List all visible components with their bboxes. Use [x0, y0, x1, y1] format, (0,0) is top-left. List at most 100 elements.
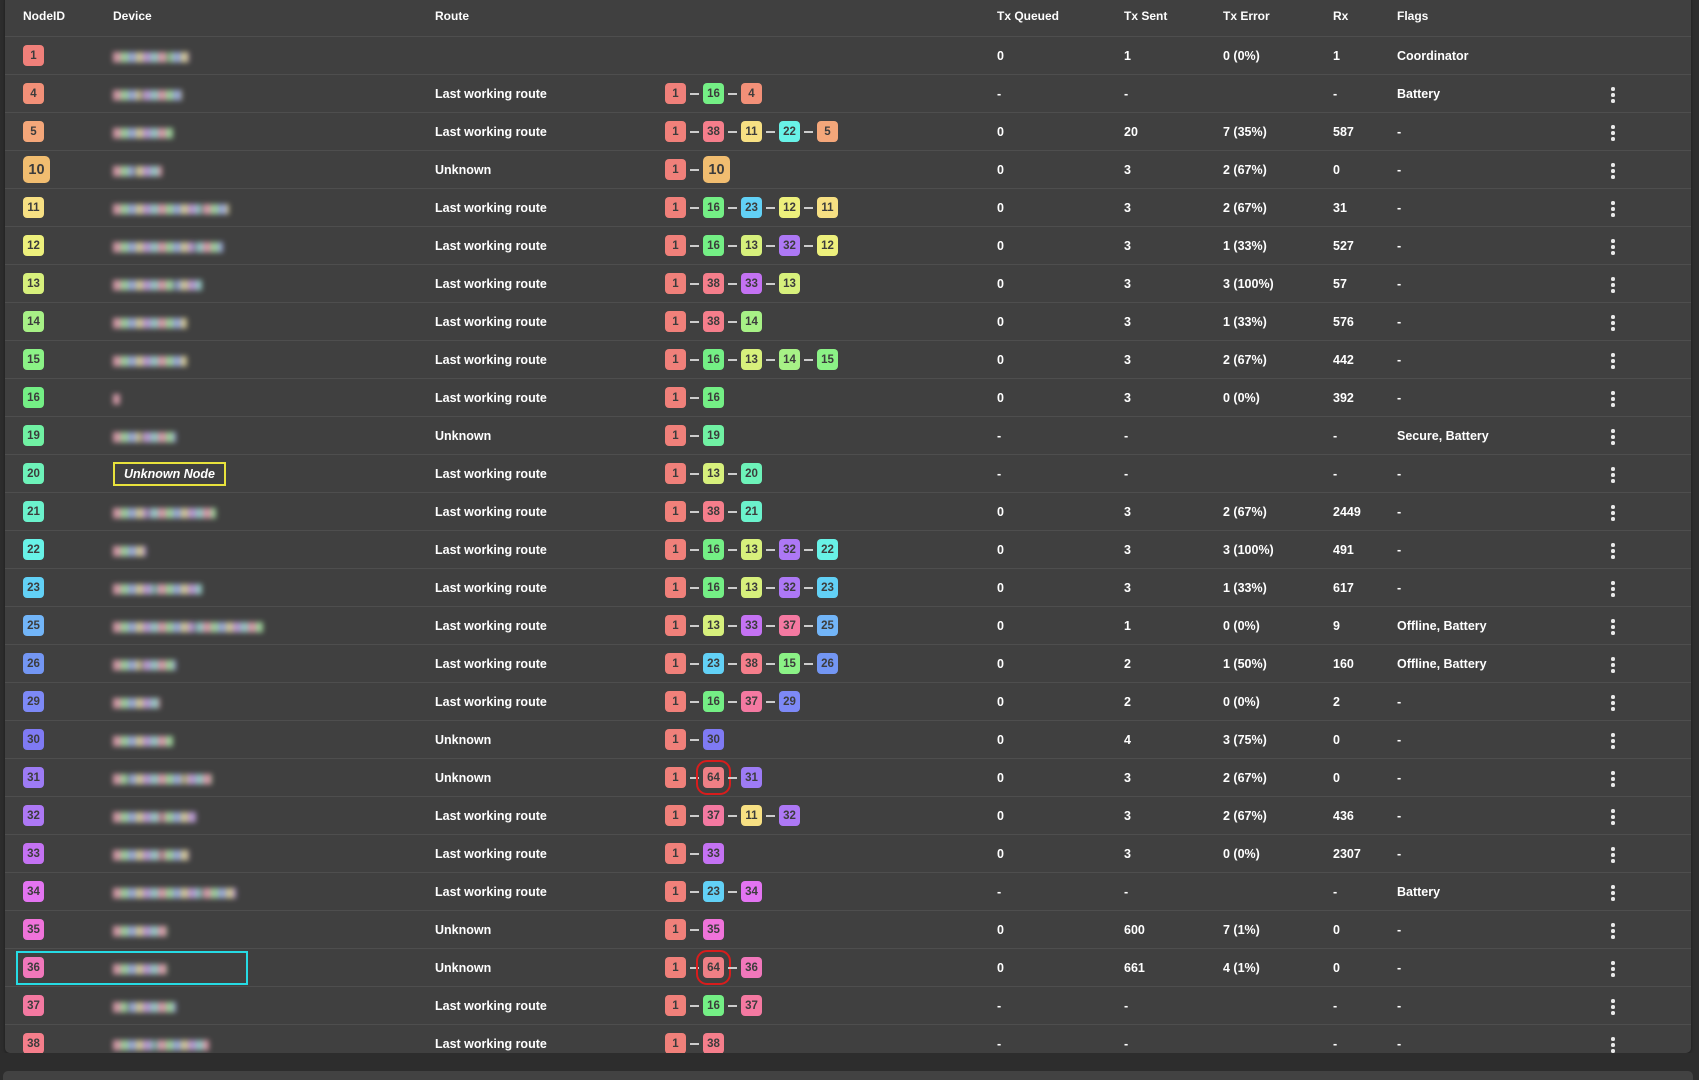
row-menu-kebab-icon[interactable] — [1601, 235, 1625, 259]
table-row-node-1[interactable]: 1 ████████ ███ 0 1 0 (0%) 1 Coordinator — [5, 37, 1691, 75]
row-menu-kebab-icon[interactable] — [1601, 919, 1625, 943]
route-link-dash — [728, 776, 737, 779]
node-chip: 38 — [703, 273, 724, 294]
table-row-node-33[interactable]: 33 ███████ ████ Last working route 1 33 0 3 0 (… — [5, 835, 1691, 873]
table-row-node-13[interactable]: 13 █████████ ████ Last working route 1 38 33 1… — [5, 265, 1691, 303]
row-menu-kebab-icon[interactable] — [1601, 691, 1625, 715]
table-row-node-30[interactable]: 30 █████████ Unknown 1 30 0 4 3 (75%) 0 - — [5, 721, 1691, 759]
table-row-node-14[interactable]: 14 ███████████ Last working route 1 38 14 0 3 1 … — [5, 303, 1691, 341]
row-menu-kebab-icon[interactable] — [1601, 159, 1625, 183]
node-chip: 31 — [741, 767, 762, 788]
table-row-node-32[interactable]: 32 ███████ █████ Last working route 1 37 11 32… — [5, 797, 1691, 835]
tx-queued-cell: 0 — [997, 352, 1004, 367]
row-menu-kebab-icon[interactable] — [1601, 387, 1625, 411]
actions-cell — [1593, 118, 1673, 145]
tx-error-cell: 2 (67%) — [1223, 200, 1267, 215]
table-row-node-23[interactable]: 23 ██████ ███████ Last working route 1 16 13 3… — [5, 569, 1691, 607]
table-row-node-38[interactable]: 38 ██████ ████████ Last working route 1 38 - -… — [5, 1025, 1691, 1053]
rx-cell: 576 — [1333, 314, 1354, 329]
table-row-node-5[interactable]: 5 █████████ Last working route 1 38 11 22 5 0 20 7… — [5, 113, 1691, 151]
table-row-node-21[interactable]: 21 █████ ██████████ Last working route 1 38 2… — [5, 493, 1691, 531]
rx-cell: 587 — [1333, 124, 1354, 139]
row-menu-kebab-icon[interactable] — [1601, 463, 1625, 487]
node-chip: 13 — [741, 235, 762, 256]
table-row-node-29[interactable]: 29 ███████ Last working route 1 16 37 29 0 2 0 (0… — [5, 683, 1691, 721]
actions-cell — [1593, 688, 1673, 715]
col-header-flags[interactable]: Flags — [1397, 8, 1429, 23]
node-chip: 15 — [23, 349, 44, 370]
row-menu-kebab-icon[interactable] — [1601, 83, 1625, 107]
table-row-node-31[interactable]: 31 ██ ████████ ████ Unknown 1 64 31 0 3 2 (67%) 0… — [5, 759, 1691, 797]
table-row-node-15[interactable]: 15 ███████████ Last working route 1 16 13 14 15… — [5, 341, 1691, 379]
route-type-label: Unknown — [435, 922, 492, 937]
table-row-node-4[interactable]: 4 ████ ██████ Last working route 1 16 4 - - - Bat… — [5, 75, 1691, 113]
row-menu-kebab-icon[interactable] — [1601, 197, 1625, 221]
col-header-tx-error[interactable]: Tx Error — [1223, 8, 1270, 23]
route-link-dash — [690, 852, 699, 855]
flags-cell: - — [1397, 770, 1402, 785]
node-chip: 37 — [779, 615, 800, 636]
row-menu-kebab-icon[interactable] — [1601, 615, 1625, 639]
node-chip: 16 — [703, 235, 724, 256]
node-chip: 16 — [703, 691, 724, 712]
tx-sent-cell: - — [1124, 884, 1129, 899]
table-row-node-22[interactable]: 22 █████ Last working route 1 16 13 32 22 0 3 3 (1… — [5, 531, 1691, 569]
col-header-nodeid[interactable]: NodeID — [23, 8, 65, 23]
table-row-node-35[interactable]: 35 ████████ Unknown 1 35 0 600 7 (1%) 0 - — [5, 911, 1691, 949]
device-cell: ██ ████████ ████ — [113, 771, 435, 785]
flags-cell: - — [1397, 352, 1402, 367]
row-menu-kebab-icon[interactable] — [1601, 805, 1625, 829]
route-link-dash — [690, 890, 699, 893]
row-menu-kebab-icon[interactable] — [1601, 501, 1625, 525]
table-row-node-26[interactable]: 26 ████ █████ Last working route 1 23 38 15 26 0… — [5, 645, 1691, 683]
table-row-node-25[interactable]: 25 ████████████ ██████████ Last working ro… — [5, 607, 1691, 645]
tx-sent-cell: 4 — [1124, 732, 1131, 747]
node-chip: 14 — [23, 311, 44, 332]
nodeid-cell: 21 — [23, 501, 113, 522]
row-menu-kebab-icon[interactable] — [1601, 1033, 1625, 1053]
row-menu-kebab-icon[interactable] — [1601, 957, 1625, 981]
row-menu-kebab-icon[interactable] — [1601, 767, 1625, 791]
row-menu-kebab-icon[interactable] — [1601, 729, 1625, 753]
col-header-rx[interactable]: Rx — [1333, 8, 1349, 23]
row-menu-kebab-icon[interactable] — [1601, 273, 1625, 297]
device-cell: ██████ ███████ — [113, 581, 435, 595]
row-menu-kebab-icon[interactable] — [1601, 653, 1625, 677]
table-row-node-16[interactable]: 16 █ Last working route 1 16 0 3 0 (0%) 392 - — [5, 379, 1691, 417]
device-cell: ███ ████ — [113, 163, 435, 177]
nodeid-cell: 14 — [23, 311, 113, 332]
table-row-node-12[interactable]: 12 ████████████ ████ Last working route 1 16… — [5, 227, 1691, 265]
row-menu-kebab-icon[interactable] — [1601, 881, 1625, 905]
node-chip: 1 — [665, 805, 686, 826]
tx-error-cell: 2 (67%) — [1223, 162, 1267, 177]
table-row-node-10[interactable]: 10 ███ ████ Unknown 1 10 0 3 2 (67%) 0 - — [5, 151, 1691, 189]
table-row-node-37[interactable]: 37 ██ ███████ Last working route 1 16 37 - - - - — [5, 987, 1691, 1025]
node-chip: 23 — [703, 653, 724, 674]
table-row-node-34[interactable]: 34 █████████████ █████ Last working route 1… — [5, 873, 1691, 911]
node-chip: 13 — [779, 273, 800, 294]
table-row-node-11[interactable]: 11 █████████████ ████ Last working route 1 1… — [5, 189, 1691, 227]
row-menu-kebab-icon[interactable] — [1601, 121, 1625, 145]
node-chip: 1 — [665, 311, 686, 332]
col-header-tx-sent[interactable]: Tx Sent — [1124, 8, 1168, 23]
table-row-node-36[interactable]: 36 ████████ Unknown 1 64 36 0 661 4 (1%) 0 - — [5, 949, 1691, 987]
col-header-device[interactable]: Device — [113, 8, 152, 23]
tx-queued-cell: 0 — [997, 808, 1004, 823]
tx-sent-cell: 20 — [1124, 124, 1138, 139]
row-menu-kebab-icon[interactable] — [1601, 425, 1625, 449]
tx-queued-cell: 0 — [997, 770, 1004, 785]
col-header-tx-queued[interactable]: Tx Queued — [997, 8, 1060, 23]
row-menu-kebab-icon[interactable] — [1601, 539, 1625, 563]
row-menu-kebab-icon[interactable] — [1601, 843, 1625, 867]
row-menu-kebab-icon[interactable] — [1601, 349, 1625, 373]
tx-error-cell: 7 (35%) — [1223, 124, 1267, 139]
row-menu-kebab-icon[interactable] — [1601, 995, 1625, 1019]
device-cell: ███████ █████ — [113, 809, 435, 823]
route-type-label: Last working route — [435, 694, 547, 709]
table-row-node-20[interactable]: 20 Unknown Node Last working route 1 13 20 - - -… — [5, 455, 1691, 493]
table-row-node-19[interactable]: 19 ████ █████ Unknown 1 19 - - - Secure, Battery — [5, 417, 1691, 455]
tx-sent-cell: - — [1124, 86, 1129, 101]
row-menu-kebab-icon[interactable] — [1601, 577, 1625, 601]
col-header-route[interactable]: Route — [435, 8, 469, 23]
row-menu-kebab-icon[interactable] — [1601, 311, 1625, 335]
